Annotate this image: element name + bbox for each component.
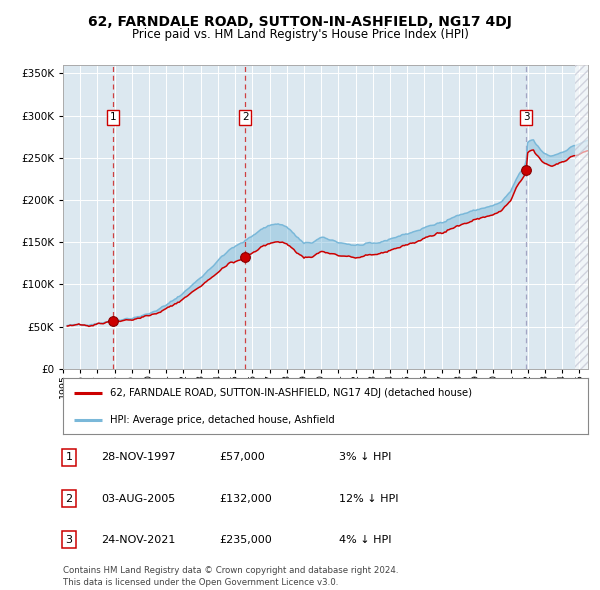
Text: 62, FARNDALE ROAD, SUTTON-IN-ASHFIELD, NG17 4DJ: 62, FARNDALE ROAD, SUTTON-IN-ASHFIELD, N… [88, 15, 512, 29]
Bar [575, 65, 588, 369]
Text: 1: 1 [65, 453, 73, 462]
Text: 24-NOV-2021: 24-NOV-2021 [101, 535, 175, 545]
Text: 3: 3 [65, 535, 73, 545]
Text: 3: 3 [523, 112, 529, 122]
Text: 28-NOV-1997: 28-NOV-1997 [101, 453, 175, 462]
Text: £132,000: £132,000 [219, 494, 272, 503]
Text: 03-AUG-2005: 03-AUG-2005 [101, 494, 175, 503]
Text: 62, FARNDALE ROAD, SUTTON-IN-ASHFIELD, NG17 4DJ (detached house): 62, FARNDALE ROAD, SUTTON-IN-ASHFIELD, N… [110, 388, 472, 398]
Text: £57,000: £57,000 [219, 453, 265, 462]
Text: £235,000: £235,000 [219, 535, 272, 545]
Text: 4% ↓ HPI: 4% ↓ HPI [339, 535, 391, 545]
Text: 12% ↓ HPI: 12% ↓ HPI [339, 494, 398, 503]
Text: Contains HM Land Registry data © Crown copyright and database right 2024.
This d: Contains HM Land Registry data © Crown c… [63, 566, 398, 587]
Text: HPI: Average price, detached house, Ashfield: HPI: Average price, detached house, Ashf… [110, 415, 335, 425]
Text: 3% ↓ HPI: 3% ↓ HPI [339, 453, 391, 462]
Text: 2: 2 [242, 112, 248, 122]
Text: 2: 2 [65, 494, 73, 503]
Text: 1: 1 [110, 112, 116, 122]
Text: Price paid vs. HM Land Registry's House Price Index (HPI): Price paid vs. HM Land Registry's House … [131, 28, 469, 41]
